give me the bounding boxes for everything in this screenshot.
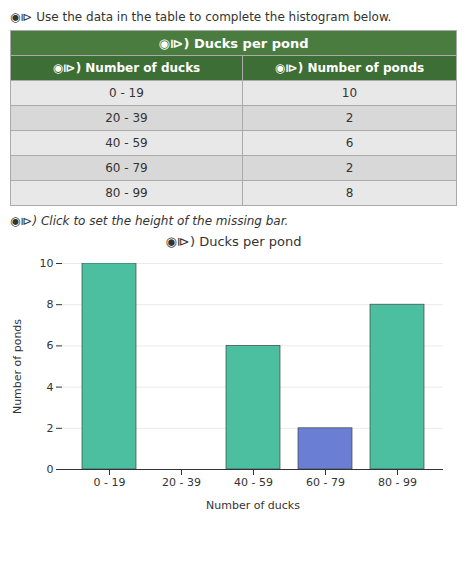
- html-text:◉⧐) Click to set the height of: ◉⧐) Click to set the height of the missi…: [10, 214, 289, 228]
- svg-text:6: 6: [47, 339, 54, 352]
- html-text:80 - 99: 80 - 99: [105, 186, 148, 200]
- html-text:60 - 79: 60 - 79: [105, 161, 148, 175]
- html-text:◉⧐) Number of ponds: ◉⧐) Number of ponds: [274, 61, 425, 75]
- html-text:6: 6: [345, 136, 354, 150]
- html-text:0 - 19: 0 - 19: [109, 86, 144, 100]
- svg-text:8: 8: [47, 298, 54, 311]
- html-text:2: 2: [345, 111, 354, 125]
- svg-text:2: 2: [47, 422, 54, 435]
- html-text:◉⧐) Ducks per pond: ◉⧐) Ducks per pond: [158, 35, 309, 51]
- html-text:◉⧐ Use the data in the table t: ◉⧐ Use the data in the table to complete…: [10, 10, 392, 24]
- html-text:◉⧐) Ducks per pond: ◉⧐) Ducks per pond: [165, 234, 302, 249]
- html-text:40 - 59: 40 - 59: [105, 136, 148, 150]
- svg-text:20 - 39: 20 - 39: [162, 476, 201, 489]
- svg-text:Number of ponds: Number of ponds: [11, 319, 24, 414]
- svg-text:10: 10: [40, 257, 54, 270]
- svg-text:Number of ducks: Number of ducks: [206, 499, 300, 512]
- svg-text:0 - 19: 0 - 19: [94, 476, 126, 489]
- html-text:10: 10: [341, 86, 358, 100]
- html-text:2: 2: [345, 161, 354, 175]
- svg-text:60 - 79: 60 - 79: [306, 476, 345, 489]
- svg-text:80 - 99: 80 - 99: [378, 476, 417, 489]
- svg-text:0: 0: [47, 463, 54, 476]
- svg-text:4: 4: [47, 381, 54, 394]
- html-text:20 - 39: 20 - 39: [105, 111, 148, 125]
- html-text:8: 8: [345, 186, 354, 200]
- html-text:◉⧐) Number of ducks: ◉⧐) Number of ducks: [52, 61, 201, 75]
- svg-text:40 - 59: 40 - 59: [234, 476, 273, 489]
